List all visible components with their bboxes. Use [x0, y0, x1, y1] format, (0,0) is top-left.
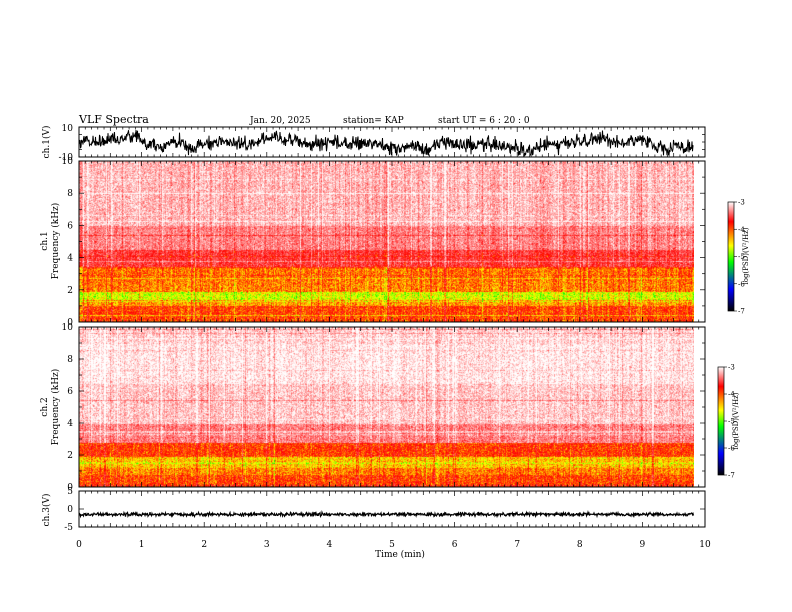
colorbar-tick-label: -5: [738, 253, 745, 261]
ch3-frame: [78, 490, 706, 528]
time-tick-label: 0: [76, 540, 82, 550]
figure-title: VLF Spectra: [78, 113, 149, 126]
ch1-frame: [78, 126, 706, 158]
ch1-spectrogram-image: [79, 161, 694, 322]
ch1-spectrogram-frame: [78, 160, 706, 323]
header-date: Jan. 20, 2025: [249, 116, 311, 126]
colorbar-tick-label: -3: [728, 364, 735, 372]
ch3-ytick-label: 0: [67, 505, 73, 515]
ch1-freq-tick-label: 6: [67, 221, 73, 231]
ch2-freq-tick-label: 6: [67, 387, 73, 397]
ch1-freq-tick-label: 0: [67, 318, 73, 328]
ch1-waveform-panel: 10 -10 ch.1(V): [41, 124, 706, 163]
ch1-freq-tick-label: 10: [62, 157, 74, 167]
ch2-freq-tick-label: 8: [67, 355, 73, 365]
ch1-spectrogram-panel: 0 2 4 6 8 10 ch.1 Frequency (kHz) -3 -4 -5 -6 -7 …: [40, 157, 750, 328]
ch3-trace: [78, 510, 695, 519]
colorbar-tick-label: -4: [738, 226, 745, 234]
ch1-ylabel: ch.1(V): [41, 126, 52, 159]
ch3-waveform-panel: -5 0 5 ch.3(V): [41, 487, 706, 533]
time-tick-label: 10: [699, 540, 711, 550]
ch1-freq-tick-label: 2: [67, 286, 73, 296]
ch1-ytick-top: 10: [62, 124, 74, 134]
header-start-ut: start UT = 6 : 20 : 0: [438, 116, 530, 126]
header-station: station= KAP: [343, 116, 404, 126]
ch1-spectrogram-channel: ch.1: [40, 231, 50, 250]
time-tick-label: 3: [264, 540, 270, 550]
ch2-freq-tick-label: 0: [67, 483, 73, 493]
ch2-colorbar-bar: [717, 366, 725, 476]
ch2-freq-tick-label: 2: [67, 451, 73, 461]
time-tick-labels: 0 1 2 3 4 5 6 7 8 9 10: [76, 540, 711, 550]
colorbar-tick-label: -6: [738, 280, 745, 288]
time-tick-label: 2: [201, 540, 207, 550]
ch1-freq-tick-label: 8: [67, 189, 73, 199]
time-tick-label: 5: [389, 540, 395, 550]
ch1-colorbar-bar: [727, 201, 735, 312]
ch2-freq-tick-label: 10: [62, 323, 74, 333]
colorbar-tick-label: -7: [738, 308, 745, 316]
ch1-colorbar-label: log(PSD)(V²/Hz): [742, 227, 750, 284]
colorbar-tick-label: -6: [728, 445, 735, 453]
time-tick-label: 8: [577, 540, 583, 550]
ch1-trace: [78, 129, 694, 158]
x-axis-label: Time (min): [375, 549, 425, 560]
ch1-freq-tick-labels: 0 2 4 6 8 10: [62, 157, 74, 328]
colorbar-tick-label: -4: [728, 391, 735, 399]
ch2-spectrogram-image: [79, 327, 694, 487]
time-tick-label: 7: [514, 540, 520, 550]
ch1-frequency-label: Frequency (kHz): [50, 203, 61, 280]
ch2-spectrogram-frame: [78, 326, 706, 488]
ch2-spectrogram-channel: ch.2: [40, 397, 50, 416]
ch2-spectrogram-panel: 0 2 4 6 8 10 ch.2 Frequency (kHz) -3 -4 -5 -6 -7 …: [40, 323, 740, 493]
ch2-freq-tick-labels: 0 2 4 6 8 10: [62, 323, 74, 493]
time-tick-label: 4: [327, 540, 333, 550]
time-tick-label: 1: [139, 540, 145, 550]
colorbar-tick-label: -5: [728, 418, 735, 426]
ch3-ytick-labels: -5 0 5: [64, 487, 73, 533]
ch1-colorbar-ticks: -3 -4 -5 -6 -7: [734, 199, 745, 316]
ch2-freq-tick-label: 4: [67, 419, 73, 429]
ch3-ticks: [78, 490, 706, 528]
ch3-ytick-label: 5: [67, 487, 73, 497]
ch1-ytick-bottom: -10: [59, 153, 74, 163]
ch1-colorbar: -3 -4 -5 -6 -7 log(PSD)(V²/Hz): [727, 199, 750, 316]
ch2-frequency-label: Frequency (kHz): [50, 369, 61, 446]
time-tick-label: 6: [452, 540, 458, 550]
ch3-ylabel: ch.3(V): [41, 494, 52, 527]
colorbar-tick-label: -7: [728, 472, 735, 480]
ch3-ytick-label: -5: [64, 523, 73, 533]
ch2-colorbar-ticks: -3 -4 -5 -6 -7: [724, 364, 735, 480]
time-tick-label: 9: [640, 540, 646, 550]
ch2-colorbar: -3 -4 -5 -6 -7 log(PSD)(V²/Hz): [717, 364, 740, 480]
colorbar-tick-label: -3: [738, 199, 745, 207]
ch1-freq-tick-label: 4: [67, 254, 73, 264]
ch2-colorbar-label: log(PSD)(V²/Hz): [732, 392, 740, 449]
